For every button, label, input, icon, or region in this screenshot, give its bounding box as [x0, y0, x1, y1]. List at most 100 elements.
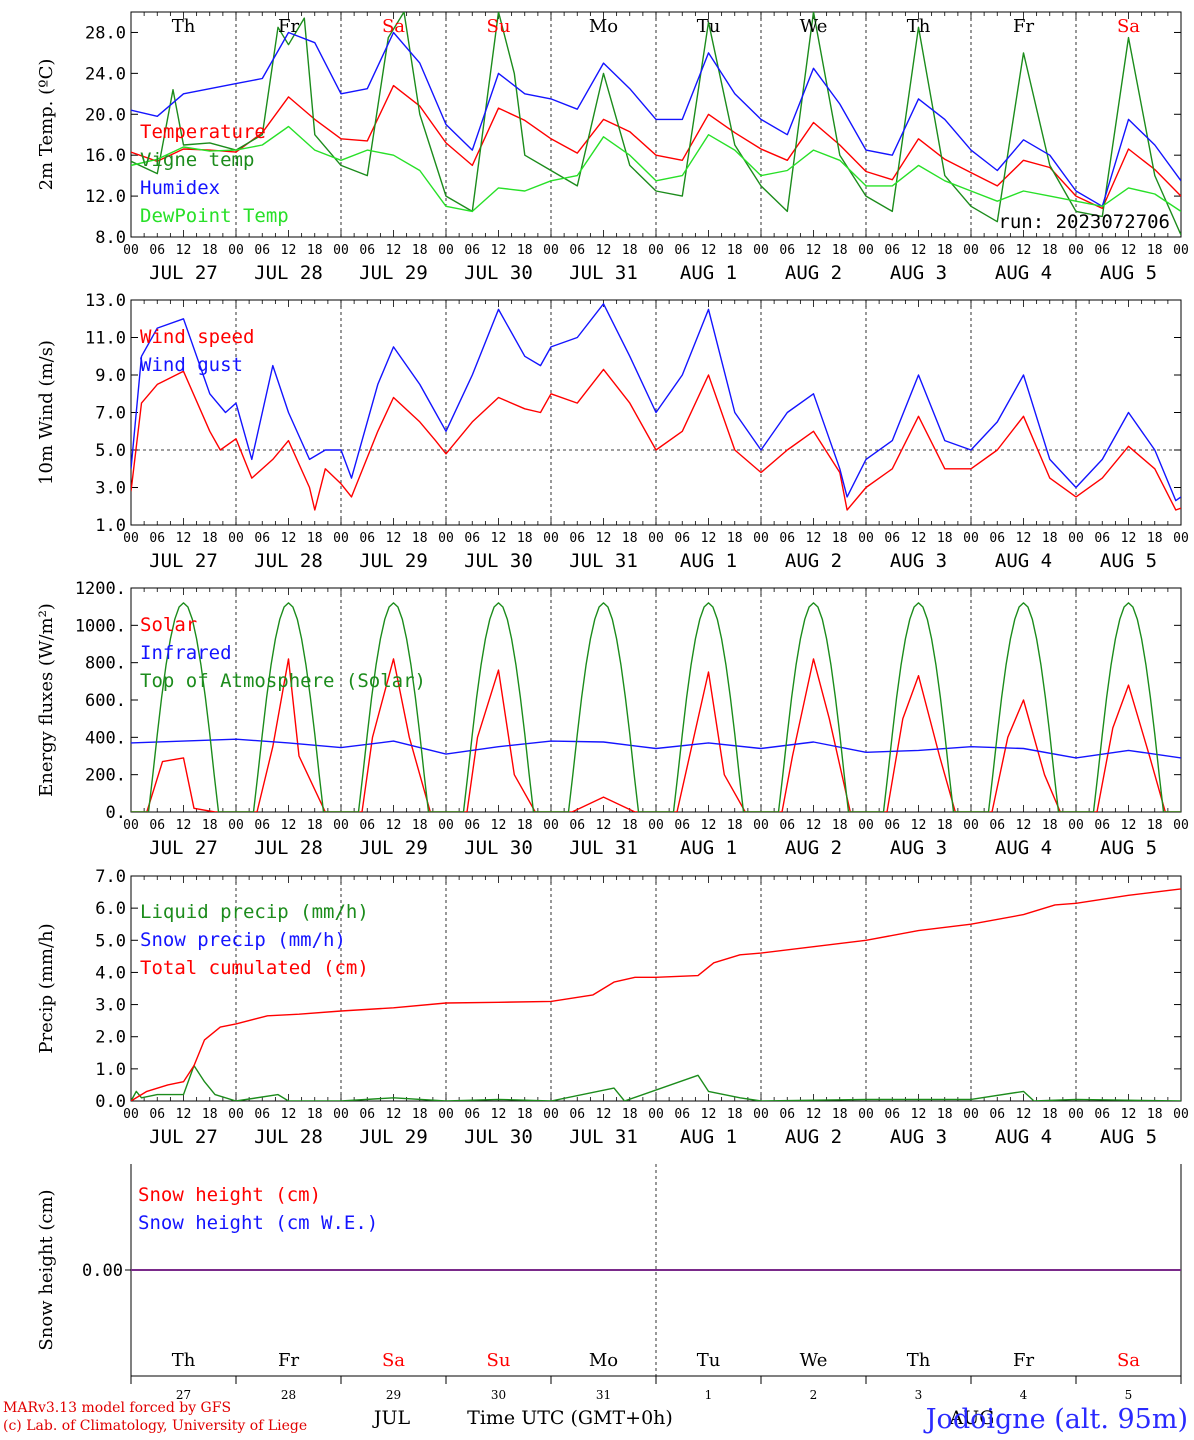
series-wind-gust — [131, 303, 1181, 502]
date-label: JUL 30 — [464, 837, 533, 859]
date-label: AUG 4 — [995, 262, 1052, 284]
hour-tick-label: 06 — [569, 818, 585, 833]
plot-area — [131, 303, 1181, 511]
hour-tick-label: 00 — [228, 818, 244, 833]
model-credit: MARv3.13 model forced by GFS — [3, 1400, 232, 1416]
hour-tick-label: 00 — [753, 818, 769, 833]
hour-tick-label: 12 — [1016, 243, 1032, 258]
y-tick-label: 5.0 — [95, 441, 126, 461]
date-label: JUL 29 — [359, 550, 428, 572]
hour-tick-label: 12 — [911, 243, 927, 258]
hour-tick-label: 18 — [412, 531, 428, 546]
plot-area — [131, 12, 1181, 236]
day-number: 4 — [1020, 1388, 1028, 1402]
legend-entry: Total cumulated (cm) — [140, 957, 369, 979]
hour-tick-label: 18 — [832, 818, 848, 833]
hour-tick-label: 18 — [1042, 1107, 1058, 1122]
hour-tick-label: 00 — [543, 818, 559, 833]
hour-tick-label: 18 — [1042, 818, 1058, 833]
hour-tick-label: 06 — [779, 1107, 795, 1122]
hour-tick-label: 06 — [674, 531, 690, 546]
legend-entry: Wind gust — [140, 354, 243, 376]
date-label: AUG 3 — [890, 550, 947, 572]
y-tick-label: 400. — [85, 728, 126, 748]
hour-tick-label: 06 — [359, 531, 375, 546]
hour-tick-label: 06 — [1094, 243, 1110, 258]
hour-tick-label: 00 — [753, 243, 769, 258]
date-label: AUG 1 — [680, 1126, 737, 1148]
hour-tick-label: 18 — [937, 818, 953, 833]
hour-tick-label: 12 — [701, 818, 717, 833]
date-label: JUL 27 — [149, 550, 218, 572]
hour-tick-label: 12 — [701, 243, 717, 258]
hour-tick-label: 12 — [1016, 818, 1032, 833]
series-humidex — [131, 31, 1181, 207]
date-label: AUG 1 — [680, 837, 737, 859]
hour-tick-label: 12 — [281, 1107, 297, 1122]
hour-tick-label: 06 — [149, 531, 165, 546]
weekday-label: Fr — [278, 16, 299, 37]
hour-tick-label: 00 — [123, 531, 139, 546]
date-label: JUL 31 — [569, 550, 638, 572]
time-axis-title: Time UTC (GMT+0h) — [467, 1407, 673, 1429]
hour-tick-label: 06 — [569, 531, 585, 546]
hour-tick-label: 06 — [779, 818, 795, 833]
hour-tick-label: 18 — [727, 818, 743, 833]
hour-tick-label: 12 — [596, 818, 612, 833]
weekday-label: Fr — [1013, 16, 1034, 37]
weekday-label: Su — [487, 1350, 511, 1371]
weekday-label: Su — [487, 16, 511, 37]
date-label: JUL 28 — [254, 1126, 323, 1148]
weekday-label: Fr — [278, 1350, 299, 1371]
hour-tick-label: 18 — [412, 243, 428, 258]
hour-tick-label: 18 — [727, 531, 743, 546]
hour-tick-label: 06 — [359, 1107, 375, 1122]
hour-tick-label: 18 — [1042, 243, 1058, 258]
y-tick-label: 800. — [85, 654, 126, 674]
day-number: 27 — [176, 1388, 191, 1402]
hour-tick-label: 06 — [464, 818, 480, 833]
hour-tick-label: 06 — [464, 1107, 480, 1122]
hour-tick-label: 18 — [412, 818, 428, 833]
y-tick-label: 4.0 — [95, 963, 126, 983]
hour-tick-label: 06 — [779, 243, 795, 258]
hour-tick-label: 12 — [806, 818, 822, 833]
date-label: AUG 2 — [785, 837, 842, 859]
hour-tick-label: 00 — [1173, 243, 1189, 258]
hour-tick-label: 06 — [149, 1107, 165, 1122]
y-tick-label: 2.0 — [95, 1028, 126, 1048]
y-tick-label: 11.0 — [85, 329, 126, 349]
hour-tick-label: 12 — [176, 1107, 192, 1122]
hour-tick-label: 00 — [333, 818, 349, 833]
hour-tick-label: 00 — [648, 243, 664, 258]
day-number: 31 — [596, 1388, 611, 1402]
y-tick-label: 7.0 — [95, 404, 126, 424]
series-total-cumulated-cm — [131, 888, 1181, 1101]
hour-tick-label: 00 — [858, 1107, 874, 1122]
hour-tick-label: 18 — [937, 1107, 953, 1122]
y-tick-label: 20.0 — [85, 105, 126, 125]
y-tick-label: 6.0 — [95, 899, 126, 919]
weekday-label: Th — [172, 1350, 196, 1371]
day-number: 5 — [1125, 1388, 1133, 1402]
hour-tick-label: 12 — [281, 818, 297, 833]
day-number: 29 — [386, 1388, 401, 1402]
weekday-label: Th — [172, 16, 196, 37]
hour-tick-label: 18 — [202, 243, 218, 258]
hour-tick-label: 06 — [989, 818, 1005, 833]
weekday-label: We — [800, 16, 828, 37]
date-label: JUL 30 — [464, 1126, 533, 1148]
weekday-label: We — [800, 1350, 828, 1371]
legend-entry: Humidex — [140, 177, 220, 199]
y-tick-label: 0. — [106, 803, 126, 823]
hour-tick-label: 06 — [674, 818, 690, 833]
hour-tick-label: 06 — [359, 243, 375, 258]
plot-area — [131, 602, 1181, 812]
hour-tick-label: 06 — [464, 243, 480, 258]
y-axis-title: 10m Wind (m/s) — [36, 340, 57, 485]
month-label: JUL — [372, 1407, 411, 1429]
hour-tick-label: 06 — [674, 1107, 690, 1122]
weekday-label: Tu — [697, 16, 721, 37]
hour-tick-label: 00 — [963, 531, 979, 546]
hour-tick-label: 06 — [674, 243, 690, 258]
